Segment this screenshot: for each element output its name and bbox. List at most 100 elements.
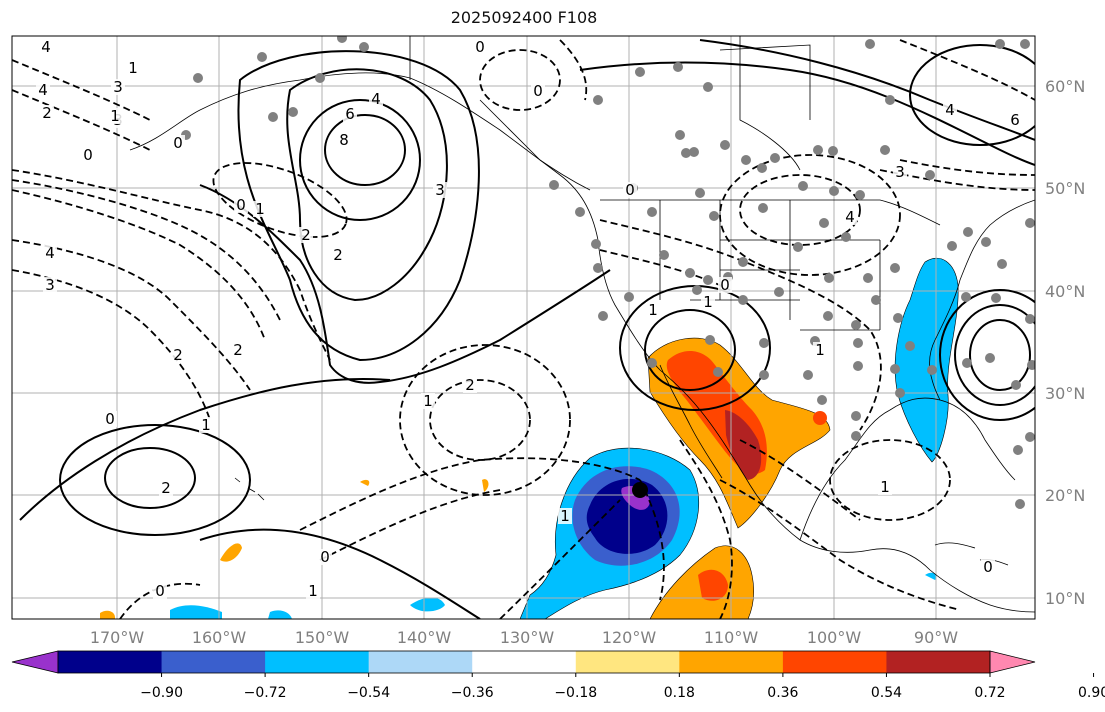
- colorbar-tick-label: −0.90: [140, 685, 183, 701]
- contour-label-bg: [126, 60, 140, 76]
- lon-label: 100°W: [807, 628, 862, 647]
- contour-label-bg: [531, 83, 545, 99]
- contour-label-bg: [43, 277, 57, 293]
- colorbar-segment: [161, 651, 266, 673]
- contour-label: 8: [339, 131, 349, 149]
- contour-labels: 4342310010648301224322012210100110164341…: [36, 38, 1022, 600]
- contour-label: 0: [105, 410, 115, 428]
- lat-label: 50°N: [1045, 179, 1085, 198]
- contour-label: 0: [983, 558, 993, 576]
- colorbar-tick-label: −0.18: [554, 685, 597, 701]
- colorbar-segment: [782, 651, 887, 673]
- warm-anomaly-darkred: [725, 410, 762, 480]
- contour-label: 3: [435, 181, 445, 199]
- colorbar-tick-label: 0.36: [767, 685, 798, 701]
- contour-label: 1: [423, 392, 433, 410]
- contour-label-bg: [473, 39, 487, 55]
- contour-label: 2: [161, 479, 171, 497]
- contour-label-bg: [421, 393, 435, 409]
- contour-label-bg: [463, 377, 477, 393]
- contour-label: 1: [815, 341, 825, 359]
- contour-label-bg: [231, 342, 245, 358]
- contour-label: 2: [173, 346, 183, 364]
- contour-label-bg: [843, 209, 857, 225]
- lon-label: 140°W: [397, 628, 452, 647]
- contour-label: 3: [45, 276, 55, 294]
- lat-label: 20°N: [1045, 486, 1085, 505]
- contour-label-bg: [171, 135, 185, 151]
- contour-label-bg: [813, 342, 827, 358]
- contour-label: 1: [703, 293, 713, 311]
- contour-label: 1: [201, 416, 211, 434]
- contour-label-bg: [646, 302, 660, 318]
- colorbar-segment: [265, 651, 370, 673]
- contour-label-bg: [306, 583, 320, 599]
- contour-label-bg: [299, 227, 313, 243]
- contour-label-bg: [369, 91, 383, 107]
- colorbar-segment: [368, 651, 473, 673]
- contour-label: 0: [320, 548, 330, 566]
- colorbar-segment: [575, 651, 680, 673]
- storm-center-marker: [632, 482, 648, 498]
- colorbar-extend-low: [11, 650, 59, 674]
- contour-label: 0: [720, 276, 730, 294]
- contour-label: 0: [83, 146, 93, 164]
- contour-label-bg: [103, 411, 117, 427]
- contour-label-bg: [433, 182, 447, 198]
- contour-label-bg: [623, 182, 637, 198]
- contour-label: 0: [236, 196, 246, 214]
- contour-label: 1: [648, 301, 658, 319]
- contour-label-bg: [343, 106, 357, 122]
- lon-label: 170°W: [90, 628, 145, 647]
- contour-label-bg: [1008, 112, 1022, 128]
- colorbar-tick-label: 0.72: [974, 685, 1005, 701]
- colorbar-segment: [472, 651, 577, 673]
- lat-label: 30°N: [1045, 384, 1085, 403]
- lon-label: 90°W: [914, 628, 958, 647]
- lon-label: 130°W: [500, 628, 555, 647]
- contour-label: 1: [255, 200, 265, 218]
- contour-label-bg: [253, 201, 267, 217]
- lon-label: 150°W: [295, 628, 350, 647]
- contour-label-bg: [701, 294, 715, 310]
- negative-contours: [12, 39, 1035, 619]
- longitude-labels: 170°W 160°W 150°W 140°W 130°W 120°W 110°W 100°W…: [90, 628, 958, 647]
- contour-label: 1: [560, 507, 570, 525]
- contour-label-bg: [36, 82, 50, 98]
- contour-label: 1: [308, 582, 318, 600]
- colorbar-tick-label: 0.18: [664, 685, 695, 701]
- contour-label-bg: [171, 347, 185, 363]
- contour-label-bg: [43, 245, 57, 261]
- warm-anomaly-red-south: [698, 569, 728, 601]
- lon-label: 160°W: [192, 628, 247, 647]
- contour-label: 4: [371, 90, 381, 108]
- plot-border: [11, 35, 1036, 620]
- contour-label-bg: [199, 417, 213, 433]
- contour-label: 0: [155, 582, 165, 600]
- contour-label: 2: [42, 104, 52, 122]
- contour-label: 0: [173, 134, 183, 152]
- positive-contours: [19, 39, 1035, 619]
- map-title: 2025092400 F108: [450, 8, 598, 27]
- contour-label-bg: [943, 102, 957, 118]
- colorbar-tick-labels: −0.90 −0.72 −0.54 −0.36 −0.18 0.18 0.36 0.54 0.7…: [140, 685, 1105, 701]
- contour-label: 2: [465, 376, 475, 394]
- contour-label-bg: [893, 164, 907, 180]
- shaded-anomalies: [100, 257, 959, 619]
- contour-label: 4: [38, 81, 48, 99]
- contour-label: 6: [345, 105, 355, 123]
- colorbar-segment: [58, 651, 163, 673]
- lat-label: 10°N: [1045, 589, 1085, 608]
- contour-label: 3: [895, 163, 905, 181]
- colorbar-extend-high: [989, 650, 1036, 674]
- contour-label: 1: [128, 59, 138, 77]
- contour-label: 4: [41, 38, 51, 56]
- colorbar-segment: [886, 651, 991, 673]
- colorbar-tick-label: −0.36: [451, 685, 494, 701]
- contour-label: 4: [945, 101, 955, 119]
- contour-label: 6: [1010, 111, 1020, 129]
- lat-label: 60°N: [1045, 77, 1085, 96]
- contour-label-bg: [331, 247, 345, 263]
- contour-label-bg: [718, 277, 732, 293]
- colorbar-frame: [57, 650, 991, 674]
